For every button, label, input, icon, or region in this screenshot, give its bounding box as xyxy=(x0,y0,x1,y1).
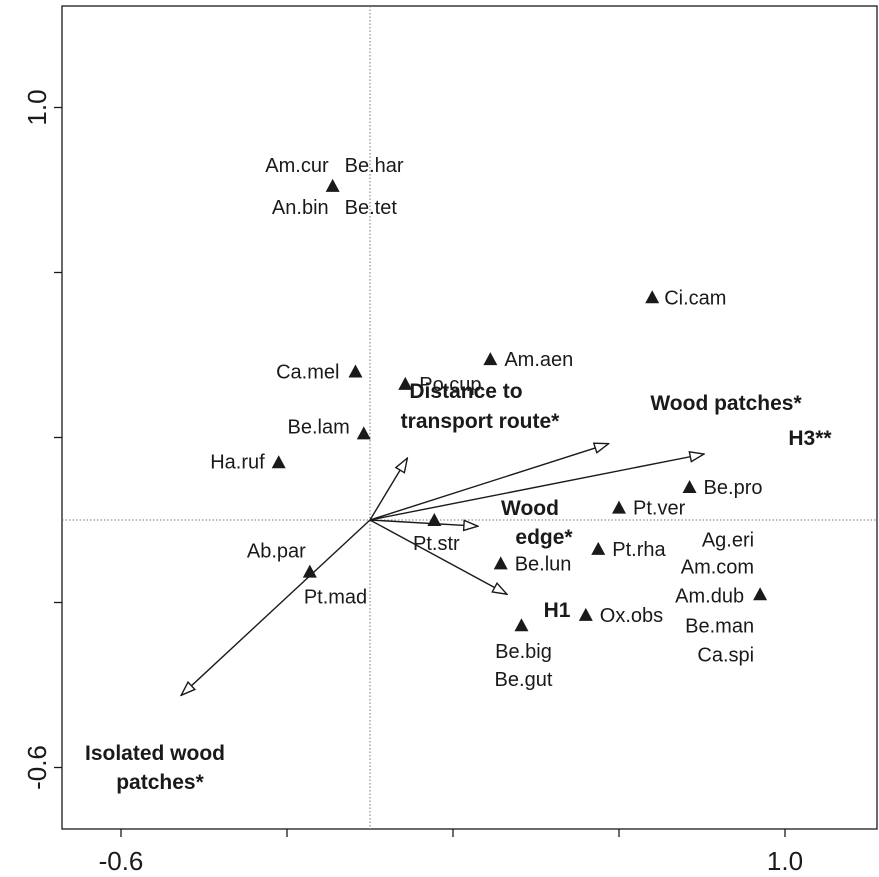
arrow-h1 xyxy=(369,519,507,594)
species-label-be-lam: Be.lam xyxy=(288,416,350,438)
arrow-label-wood-edge: edge* xyxy=(515,526,573,549)
species-label-an-bin: An.bin xyxy=(272,197,329,219)
arrow-isolated-wood-patches xyxy=(181,519,371,695)
species-label-be-har: Be.har xyxy=(345,155,404,177)
species-label-ag-eri: Ag.eri xyxy=(702,529,754,551)
species-label-pt-str: Pt.str xyxy=(413,533,460,555)
species-point-be-big xyxy=(514,618,529,632)
species-label-pt-rha: Pt.rha xyxy=(612,539,666,561)
arrow-wood-patches xyxy=(369,444,609,521)
y-tick-label-min: -0.6 xyxy=(22,745,52,790)
species-label-be-gut: Be.gut xyxy=(495,669,553,691)
species-point-ha-ruf xyxy=(271,455,286,469)
species-point-ca-mel xyxy=(348,364,363,378)
arrow-label-h3: H3** xyxy=(788,427,832,450)
species-label-am-aen: Am.aen xyxy=(504,349,573,371)
species-label-be-big: Be.big xyxy=(495,641,552,663)
species-label-ha-ruf: Ha.ruf xyxy=(210,451,265,473)
species-point-be-lam xyxy=(356,426,371,440)
x-tick-label-min: -0.6 xyxy=(99,846,144,876)
species-label-pt-ver: Pt.ver xyxy=(633,498,686,520)
arrow-label-wood-patches: Wood patches* xyxy=(650,392,802,415)
species-point-pt-rha xyxy=(591,541,606,555)
species-point-pt-str xyxy=(427,513,442,526)
arrow-h3 xyxy=(369,454,704,521)
species-label-pt-mad: Pt.mad xyxy=(304,587,367,609)
species-label-am-com: Am.com xyxy=(681,556,754,578)
arrow-wood-edge xyxy=(369,519,478,526)
environmental-arrows: Distance to transport route* Wood patches*… xyxy=(85,380,832,794)
species-label-am-dub: Am.dub xyxy=(675,585,744,607)
arrow-label-distance-to-transport-route: Distance to xyxy=(409,380,522,403)
axes-layer: -0.6 1.0 1.0 -0.6 xyxy=(22,5,878,876)
species-point-be-pro xyxy=(682,480,697,493)
species-label-ca-mel: Ca.mel xyxy=(276,362,339,384)
plot-frame xyxy=(61,5,878,830)
species-point-am-aen xyxy=(483,352,498,366)
x-tick-label-max: 1.0 xyxy=(767,846,803,876)
y-tick-label-max: 1.0 xyxy=(22,89,52,125)
species-point-am-cur xyxy=(325,178,340,192)
species-point-ox-obs xyxy=(578,607,593,621)
species-point-po-cup xyxy=(398,376,413,390)
arrow-label-h1: H1 xyxy=(544,599,571,622)
arrow-label-isolated-wood-patches: patches* xyxy=(116,771,204,794)
species-label-be-tet: Be.tet xyxy=(345,197,398,219)
species-point-be-lun xyxy=(493,556,508,570)
species-label-be-pro: Be.pro xyxy=(704,477,763,499)
species-point-pt-ver xyxy=(612,500,626,514)
species-label-ox-obs: Ox.obs xyxy=(600,605,663,627)
species-point-ag-eri xyxy=(753,587,768,601)
species-label-ci-cam: Ci.cam xyxy=(664,287,726,309)
species-label-po-cup: Po.cup xyxy=(419,374,481,396)
species-label-be-man: Be.man xyxy=(685,615,754,637)
species-points: Am.cur Be.har An.bin Be.tet Ci.cam Am.aen Ca.m… xyxy=(210,155,768,691)
species-label-ca-spi: Ca.spi xyxy=(697,644,754,666)
species-label-ab-par: Ab.par xyxy=(247,541,306,563)
arrow-label-distance-to-transport-route: transport route* xyxy=(401,410,561,433)
species-point-ci-cam xyxy=(645,290,660,304)
species-point-ab-par xyxy=(302,564,317,578)
species-label-be-lun: Be.lun xyxy=(515,553,572,575)
arrow-label-isolated-wood-patches: Isolated wood xyxy=(85,742,225,765)
arrow-distance-to-transport-route xyxy=(369,458,407,521)
arrow-label-wood-edge: Wood xyxy=(501,497,559,520)
species-label-am-cur: Am.cur xyxy=(265,155,329,177)
